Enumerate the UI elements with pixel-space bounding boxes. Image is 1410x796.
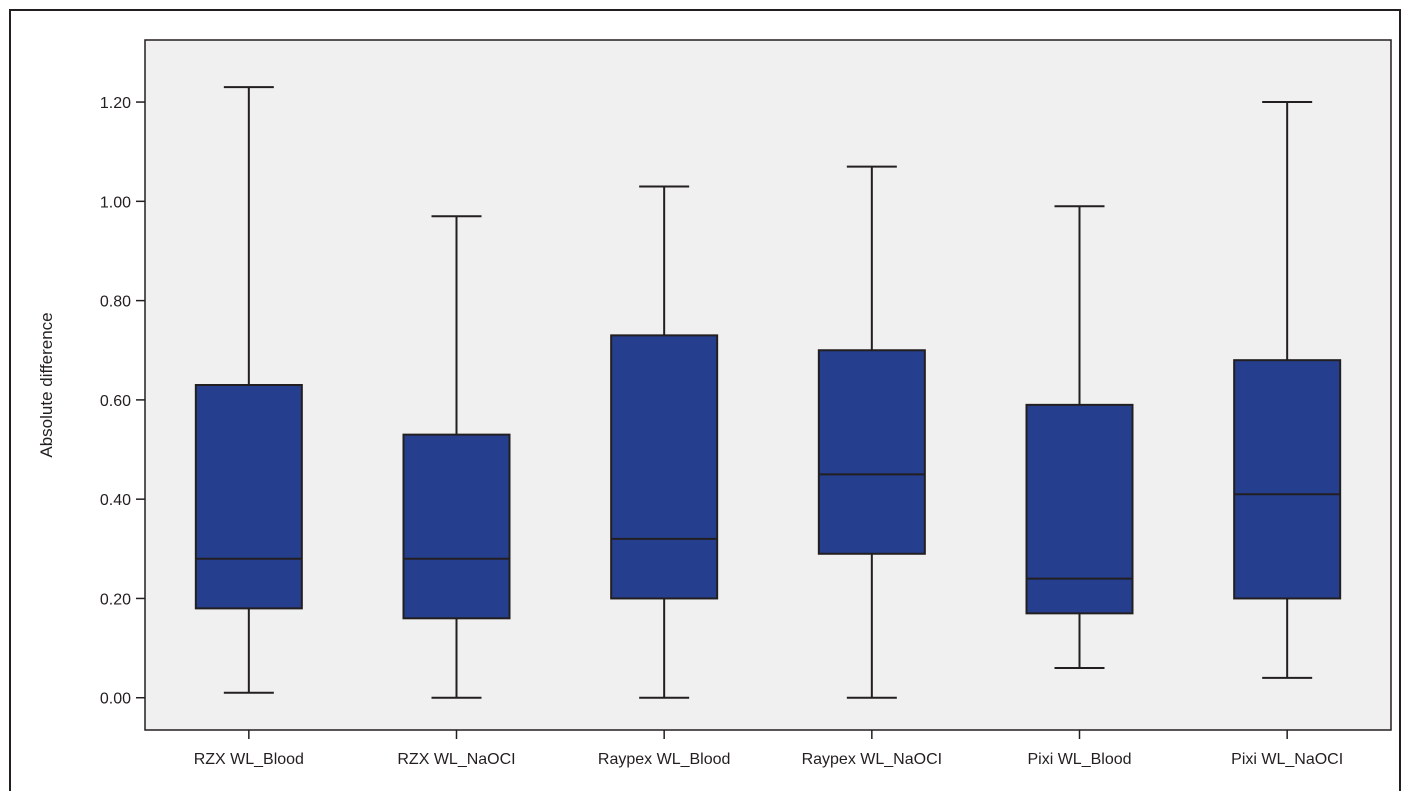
box [1233,359,1342,600]
box [194,384,303,610]
y-tick-label: 0.20 [100,591,131,608]
plot-area [144,39,1392,731]
box [402,433,511,620]
box [817,349,926,555]
x-tick-label: RZX WL_Blood [194,751,304,768]
boxes-layer [194,86,1342,699]
box [610,334,719,600]
y-tick-label: 0.60 [100,393,131,410]
y-axis-title: Absolute difference [37,312,56,457]
x-axis: RZX WL_Blood RZX WL_NaOCI Raypex WL_Blood R… [194,730,1343,768]
x-tick-label: Raypex WL_Blood [598,751,731,768]
y-tick-label: 0.40 [100,492,131,509]
x-tick-label: RZX WL_NaOCI [397,751,515,768]
y-tick-label: 1.00 [100,194,131,211]
box [1025,403,1134,615]
y-tick-label: 0.80 [100,294,131,311]
y-tick-label: 1.20 [100,95,131,112]
x-tick-label: Pixi WL_NaOCI [1231,751,1343,768]
y-tick-label: 0.00 [100,691,131,708]
y-axis: 0.00 0.20 0.40 0.60 0.80 1.00 1.20 [100,95,145,708]
x-tick-label: Raypex WL_NaOCI [802,751,943,768]
x-tick-label: Pixi WL_Blood [1027,751,1131,768]
